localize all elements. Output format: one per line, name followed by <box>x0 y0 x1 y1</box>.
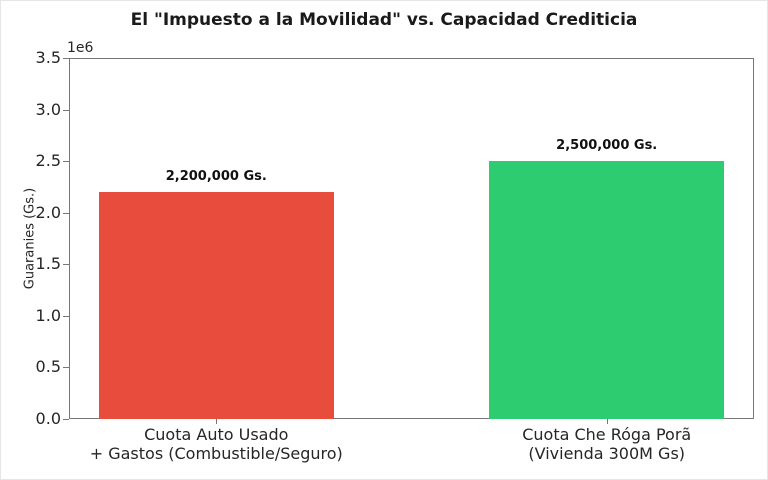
y-tick-mark <box>63 367 69 368</box>
x-tick-label: Cuota Che Róga Porã (Vivienda 300M Gs) <box>457 425 757 463</box>
y-tick-label: 2.5 <box>35 151 61 171</box>
x-tick-mark <box>607 419 608 424</box>
y-axis-offset-text: 1e6 <box>67 40 94 56</box>
y-tick-label: 3.5 <box>35 48 61 67</box>
x-tick-label-line: Cuota Che Róga Porã <box>522 425 692 444</box>
chart-title: El "Impuesto a la Movilidad" vs. Capacid… <box>130 10 638 30</box>
y-tick-mark <box>63 110 69 111</box>
bar-value-label: 2,200,000 Gs. <box>165 169 267 185</box>
y-axis-label: Guaranies (Gs.) <box>22 187 38 290</box>
x-tick-label-line: + Gastos (Combustible/Seguro) <box>89 444 343 463</box>
y-tick-label: 1.5 <box>35 254 61 274</box>
y-tick-label: 3.0 <box>35 99 61 119</box>
x-tick-mark <box>216 419 217 424</box>
y-tick-mark <box>63 58 69 59</box>
y-tick-mark <box>63 213 69 214</box>
y-tick-mark <box>63 316 69 317</box>
y-tick-label: 0.5 <box>35 357 61 377</box>
y-tick-mark <box>63 419 69 420</box>
y-tick-label: 2.0 <box>35 202 61 222</box>
y-tick-label: 1.0 <box>35 305 61 325</box>
bar-value-label: 2,500,000 Gs. <box>556 138 658 154</box>
x-tick-label-line: Cuota Auto Usado <box>144 425 289 444</box>
bar <box>98 192 334 419</box>
x-tick-label-line: (Vivienda 300M Gs) <box>528 444 686 463</box>
y-tick-label: 0.0 <box>35 409 61 428</box>
x-tick-label: Cuota Auto Usado + Gastos (Combustible/Se… <box>66 425 366 463</box>
bar <box>489 161 725 419</box>
y-tick-mark <box>63 161 69 162</box>
y-tick-mark <box>63 264 69 265</box>
